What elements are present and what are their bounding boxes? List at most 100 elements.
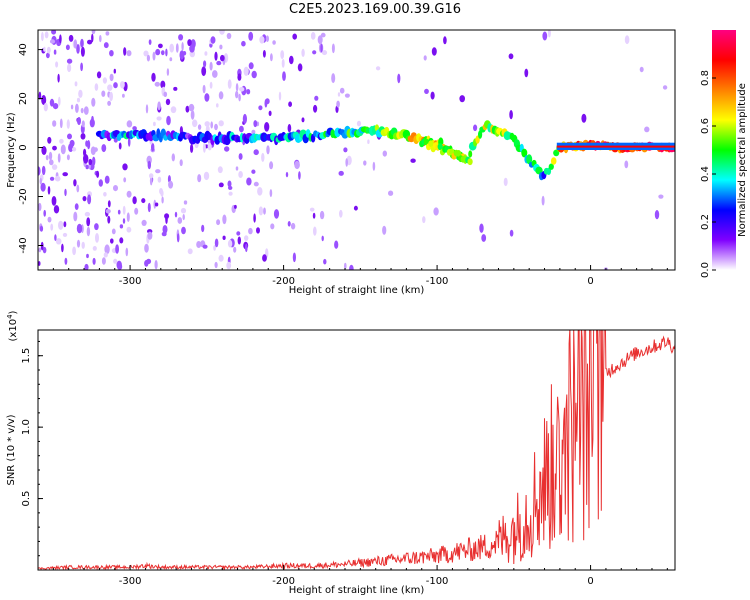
noise-speckle <box>42 246 47 254</box>
noise-speckle <box>237 236 241 245</box>
noise-speckle <box>122 93 125 98</box>
noise-speckle <box>40 241 44 251</box>
noise-speckle <box>153 199 157 209</box>
noise-speckle <box>258 206 264 216</box>
noise-speckle <box>473 124 478 132</box>
noise-speckle <box>63 221 67 228</box>
noise-speckle <box>187 39 192 47</box>
noise-speckle <box>353 205 358 211</box>
noise-speckle <box>508 53 514 60</box>
noise-speckle <box>163 91 168 98</box>
noise-speckle <box>431 47 437 56</box>
noise-speckle <box>238 153 243 160</box>
noise-speckle <box>149 173 154 179</box>
noise-speckle <box>101 90 106 97</box>
noise-speckle <box>59 118 63 129</box>
noise-speckle <box>117 209 121 215</box>
noise-speckle <box>38 166 41 176</box>
noise-speckle <box>147 160 151 170</box>
noise-speckle <box>243 66 249 77</box>
noise-speckle <box>145 104 149 114</box>
noise-speckle <box>154 260 158 270</box>
noise-speckle <box>40 182 46 192</box>
noise-speckle <box>86 253 89 259</box>
noise-speckle <box>113 68 117 74</box>
noise-speckle <box>101 257 106 265</box>
noise-speckle <box>313 226 317 236</box>
noise-speckle <box>52 103 59 110</box>
noise-speckle <box>218 120 224 127</box>
noise-speckle <box>292 33 298 40</box>
noise-speckle <box>173 86 178 91</box>
noise-speckle <box>382 150 387 157</box>
x-tick-label: -100 <box>426 576 449 587</box>
noise-speckle <box>216 103 219 108</box>
noise-speckle <box>204 93 210 102</box>
ridge-branch-blob <box>467 158 473 166</box>
ridge-band-core <box>556 145 675 148</box>
noise-speckle <box>41 146 47 155</box>
noise-speckle <box>55 61 59 68</box>
noise-speckle <box>38 247 42 253</box>
noise-speckle <box>81 241 85 249</box>
noise-speckle <box>76 97 81 103</box>
noise-speckle <box>66 58 73 64</box>
noise-speckle <box>179 50 185 60</box>
noise-speckle <box>41 165 46 176</box>
noise-speckle <box>58 96 61 106</box>
noise-speckle <box>338 170 344 176</box>
noise-speckle <box>207 142 212 151</box>
noise-speckle <box>235 166 239 171</box>
noise-speckle <box>239 87 245 92</box>
noise-speckle <box>170 106 177 114</box>
noise-speckle <box>479 223 484 233</box>
noise-speckle <box>226 32 232 40</box>
noise-speckle <box>214 261 218 269</box>
noise-speckle <box>53 49 57 55</box>
noise-speckle <box>339 87 345 94</box>
noise-speckle <box>110 238 114 244</box>
noise-speckle <box>160 80 166 89</box>
noise-speckle <box>228 185 233 190</box>
noise-speckle <box>214 238 219 248</box>
noise-speckle <box>181 42 184 51</box>
noise-speckle <box>388 190 394 196</box>
noise-speckle <box>72 147 77 152</box>
noise-speckle <box>246 177 252 186</box>
noise-speckle <box>38 261 41 266</box>
noise-speckle <box>86 226 91 237</box>
noise-speckle <box>76 223 83 234</box>
noise-speckle <box>75 103 79 114</box>
noise-speckle <box>430 91 435 100</box>
noise-speckle <box>154 202 159 207</box>
noise-speckle <box>113 82 118 89</box>
noise-speckle <box>47 186 51 195</box>
noise-speckle <box>126 50 132 57</box>
noise-speckle <box>165 98 171 106</box>
noise-speckle <box>91 97 96 107</box>
noise-speckle <box>203 60 207 68</box>
noise-speckle <box>66 154 70 161</box>
noise-speckle <box>76 44 80 54</box>
noise-speckle <box>270 223 275 230</box>
noise-speckle <box>331 43 335 54</box>
noise-speckle <box>233 246 237 253</box>
ridge-blob <box>548 163 554 170</box>
noise-speckle <box>197 174 202 183</box>
noise-speckle <box>382 225 387 235</box>
noise-speckle <box>51 196 57 206</box>
noise-speckle <box>197 124 202 130</box>
noise-speckle <box>168 180 174 189</box>
noise-speckle <box>269 189 273 198</box>
noise-speckle <box>319 210 325 220</box>
noise-speckle <box>70 104 74 110</box>
noise-speckle <box>169 43 174 53</box>
noise-speckle <box>290 222 296 230</box>
ridge-branch-blob <box>428 140 434 148</box>
noise-speckle <box>344 262 347 270</box>
y-tick-label: 0.5 <box>21 491 32 507</box>
noise-speckle <box>238 171 243 178</box>
noise-speckle <box>76 239 81 248</box>
noise-speckle <box>182 214 185 221</box>
noise-speckle <box>331 73 336 84</box>
